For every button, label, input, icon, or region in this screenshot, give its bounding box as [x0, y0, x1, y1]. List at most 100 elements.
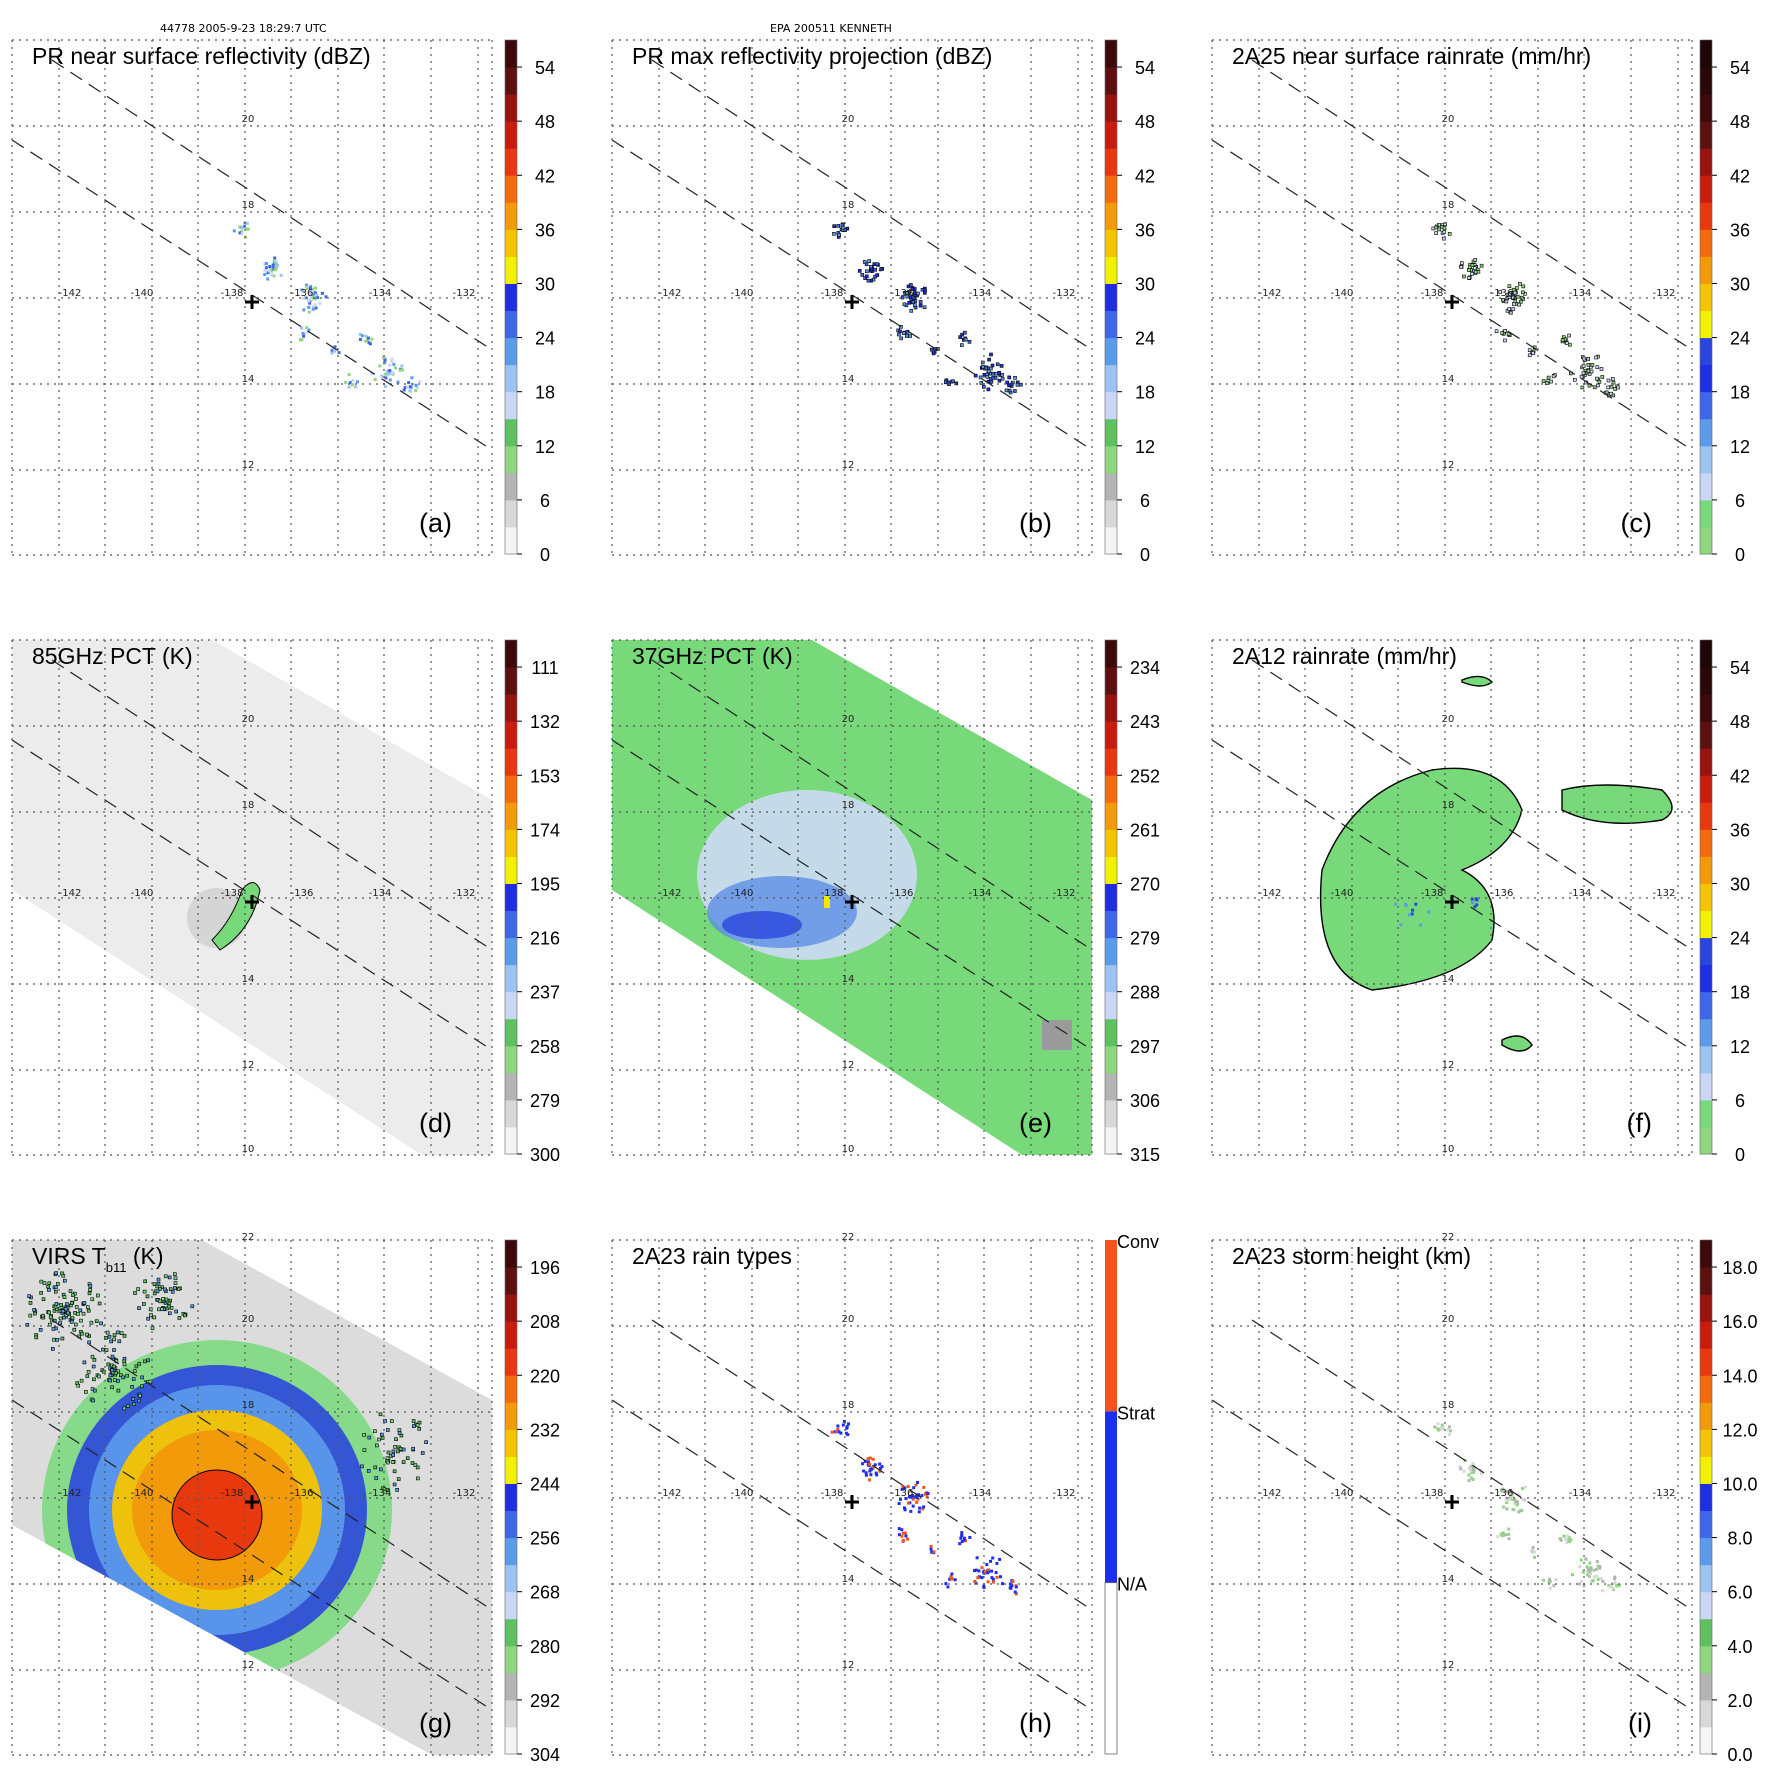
colorbar-segment	[1700, 1672, 1712, 1701]
rain-pixel	[116, 1330, 120, 1335]
rain-pixel	[879, 1466, 882, 1470]
rain-pixel	[101, 1369, 106, 1374]
rain-pixel	[880, 1465, 884, 1469]
rain-pixel	[1551, 374, 1556, 379]
rain-pixel	[1013, 1590, 1017, 1594]
rain-pixel	[324, 295, 328, 299]
rain-pixel	[1507, 1527, 1511, 1531]
lat-label: 18	[242, 200, 255, 211]
rain-pixel	[164, 1297, 169, 1302]
colorbar-tick-label: 42	[1730, 166, 1750, 186]
rain-pixel	[878, 1462, 882, 1466]
rain-pixel	[279, 273, 283, 277]
colorbar-segment	[505, 829, 517, 857]
rain-pixel	[133, 1291, 137, 1295]
panel-i: -142 -140 -138 -136 -134 -132 22 20 18 14 12 2A23 s…	[1211, 1232, 1758, 1765]
rain-pixel	[104, 1336, 108, 1340]
rain-pixel	[143, 1359, 147, 1364]
rain-pixel	[1414, 902, 1418, 906]
rain-pixel	[912, 291, 917, 295]
rain-pixel	[420, 1451, 425, 1455]
lon-label: -134	[969, 1488, 992, 1499]
rain-pixel	[377, 1437, 381, 1442]
rain-pixel	[1433, 1425, 1437, 1429]
rain-pixel	[1565, 1541, 1569, 1545]
land-patch	[1042, 1020, 1072, 1050]
colorbar-segment	[1700, 229, 1712, 257]
colorbar-segment	[1105, 829, 1117, 857]
rain-pixel	[66, 1311, 70, 1315]
rain-pixel	[244, 227, 248, 231]
rain-pixel	[984, 366, 988, 371]
rain-pixel	[963, 330, 967, 335]
rain-pixel	[864, 274, 869, 279]
colorbar-segment	[1700, 667, 1712, 695]
colorbar-segment	[1700, 283, 1712, 312]
colorbar-tick-label: 256	[530, 1529, 560, 1549]
lat-label: 10	[842, 1144, 855, 1155]
rain-pixel	[384, 372, 388, 376]
rain-pixel	[1462, 1469, 1466, 1473]
rain-pixel	[137, 1398, 141, 1403]
rain-pixel	[106, 1362, 111, 1367]
rain-pixel	[846, 1433, 850, 1437]
rain-pixel	[977, 1569, 981, 1573]
rain-pixel	[1592, 1568, 1596, 1572]
rain-pixel	[1511, 307, 1516, 311]
rain-pixel	[1472, 266, 1477, 271]
rain-pixel	[113, 1378, 117, 1382]
colorbar-tick-label: 24	[1730, 329, 1750, 349]
rain-pixel	[271, 263, 275, 267]
rain-pixel	[960, 1531, 964, 1535]
rain-pixel	[914, 1483, 918, 1487]
rain-pixel	[1589, 1566, 1593, 1570]
rain-pixel	[402, 388, 406, 392]
colorbar-segment	[1700, 856, 1712, 884]
lat-label: 20	[242, 114, 255, 125]
colorbar-segment	[1105, 667, 1117, 695]
rain-pixel	[392, 1482, 397, 1487]
rain-pixel	[1500, 331, 1504, 335]
rain-pixel	[981, 385, 986, 389]
colorbar-tick-label: 2.0	[1727, 1691, 1752, 1711]
rain-pixel	[360, 1464, 364, 1469]
rain-pixel	[177, 1316, 182, 1320]
rain-pixel	[149, 1313, 153, 1317]
lat-label: 14	[842, 1574, 855, 1585]
rain-pixel	[1582, 356, 1586, 361]
colorbar-segment	[505, 472, 517, 501]
rain-pixel	[864, 262, 869, 267]
colorbar-tick-label: 220	[530, 1366, 560, 1386]
rain-pixel	[1000, 376, 1005, 381]
lat-label: 20	[1442, 114, 1455, 125]
rain-pixel	[55, 1338, 59, 1342]
colorbar-segment	[1105, 175, 1117, 203]
lon-label: -132	[1653, 888, 1676, 899]
rain-pixel	[104, 1348, 109, 1352]
colorbar-tick-label: 279	[1130, 929, 1160, 949]
rain-pixel	[119, 1373, 123, 1377]
rain-pixel	[1610, 1584, 1613, 1588]
rain-pixel	[1611, 1586, 1615, 1590]
rain-pixel	[108, 1378, 112, 1383]
rain-pixel	[1496, 1535, 1500, 1539]
rain-pixel	[1599, 367, 1604, 371]
rain-pixel	[1504, 1490, 1508, 1494]
colorbar-tick-label: 132	[530, 712, 560, 732]
rain-pixel	[302, 334, 306, 338]
lon-label: -136	[1491, 1488, 1514, 1499]
rain-pixel	[1469, 1476, 1473, 1480]
rain-pixel	[358, 338, 362, 341]
rain-pixel	[152, 1315, 157, 1320]
rain-pixel	[1467, 1479, 1471, 1483]
rain-pixel	[1505, 1501, 1509, 1505]
rain-pixel	[374, 1443, 379, 1448]
rain-pixel	[872, 262, 877, 267]
colorbar-segment	[1700, 256, 1712, 284]
colorbar-frame	[1104, 639, 1118, 1155]
rain-pixel	[1503, 328, 1507, 333]
rain-pixel	[122, 1359, 126, 1364]
rain-pixel	[958, 1542, 962, 1546]
rain-pixel	[65, 1302, 69, 1306]
rain-pixel	[398, 368, 402, 372]
